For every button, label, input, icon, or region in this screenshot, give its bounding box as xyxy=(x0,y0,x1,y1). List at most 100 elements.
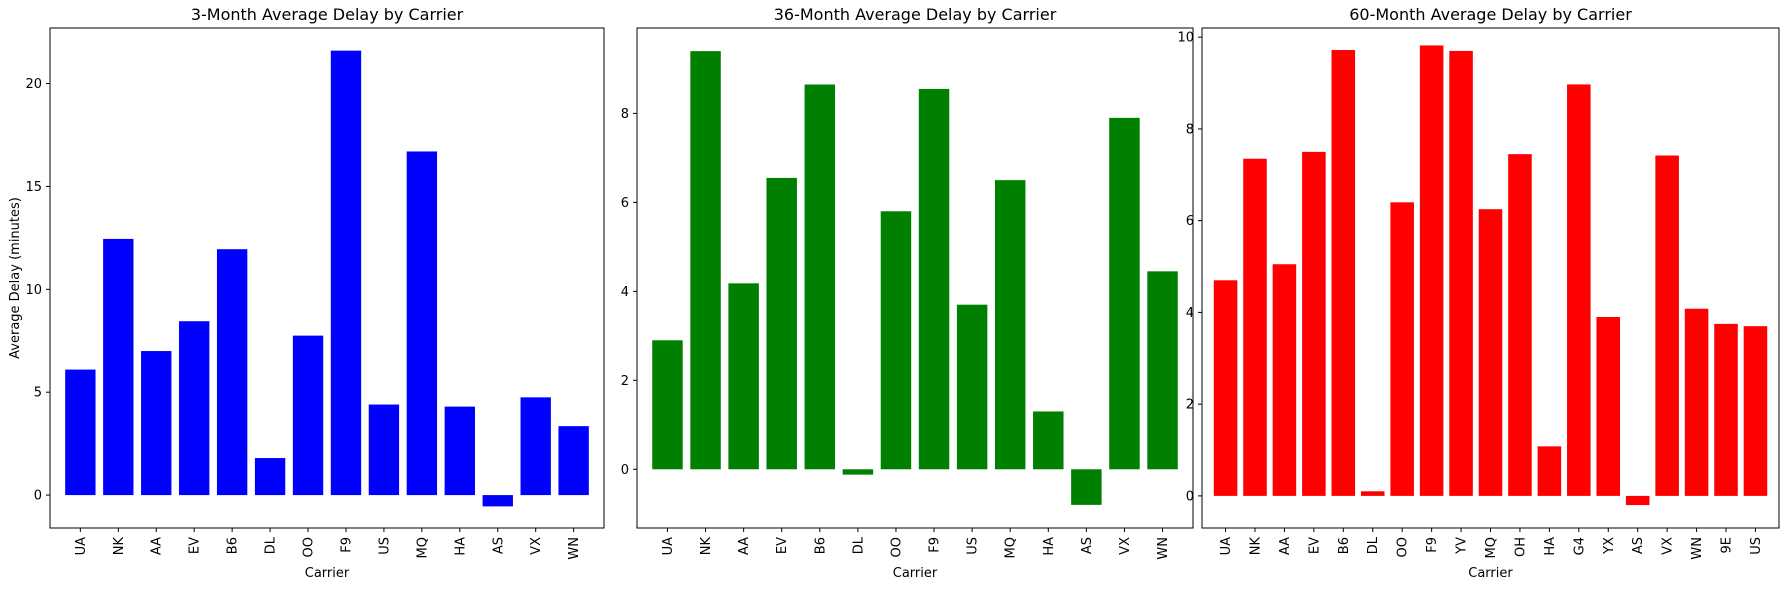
bar-G4 xyxy=(1567,84,1591,496)
x-tick-label: UA xyxy=(661,537,676,556)
x-tick-label: EV xyxy=(775,537,790,554)
bar-EV xyxy=(766,177,797,470)
bar-NK xyxy=(103,238,134,496)
bar-OH xyxy=(1508,154,1532,496)
x-tick-label: HA xyxy=(453,537,468,556)
x-axis-label: Carrier xyxy=(893,566,938,581)
x-tick-label: VX xyxy=(1118,537,1133,555)
x-tick-label: 9E xyxy=(1720,537,1735,554)
x-tick-label: VX xyxy=(1661,537,1676,555)
x-tick-label: NK xyxy=(112,537,127,556)
bar-NK xyxy=(1243,158,1267,496)
chart-title: 36-Month Average Delay by Carrier xyxy=(774,5,1057,24)
y-tick-label: 10 xyxy=(1177,31,1194,46)
bar-MQ xyxy=(406,151,438,496)
bar-WN xyxy=(1147,271,1178,470)
x-tick-label: AA xyxy=(1278,537,1293,555)
x-tick-label: DL xyxy=(264,536,279,554)
bar-VX xyxy=(1109,117,1140,470)
x-tick-label: YV xyxy=(1455,537,1470,555)
x-axis-label: Carrier xyxy=(305,566,350,581)
x-tick-label: DL xyxy=(851,536,866,554)
bar-AA xyxy=(728,283,759,470)
x-tick-label: AA xyxy=(737,537,752,555)
x-tick-label: UA xyxy=(74,537,89,556)
bar-AS xyxy=(482,495,513,507)
x-axis-label: Carrier xyxy=(1468,566,1513,581)
x-tick-label: WN xyxy=(1156,537,1171,560)
bar-US xyxy=(1743,326,1768,496)
x-tick-label: OH xyxy=(1513,537,1528,557)
x-tick-label: MQ xyxy=(415,537,430,558)
chart-panel-36-month: 36-Month Average Delay by Carrier Carrie… xyxy=(621,5,1194,581)
y-tick-label: 2 xyxy=(621,374,629,389)
x-tick-label: AS xyxy=(491,537,506,554)
bar-AA xyxy=(141,351,172,496)
x-tick-label: HA xyxy=(1042,537,1057,556)
chart-panel-60-month: 60-Month Average Delay by Carrier Carrie… xyxy=(1177,5,1780,581)
x-tick-label: YX xyxy=(1602,537,1617,555)
y-tick-label: 2 xyxy=(1186,398,1194,413)
x-tick-label: WN xyxy=(1690,537,1705,560)
x-tick-label: MQ xyxy=(1484,537,1499,558)
bar-YV xyxy=(1449,50,1473,496)
y-tick-label: 8 xyxy=(621,107,629,122)
bar-F9 xyxy=(918,88,950,470)
x-tick-label: US xyxy=(1749,537,1764,555)
x-tick-label: OO xyxy=(889,537,904,557)
bar-9E xyxy=(1714,323,1738,496)
bar-YX xyxy=(1596,316,1621,496)
bar-EV xyxy=(179,321,210,496)
bar-DL xyxy=(254,458,286,496)
chart-title: 60-Month Average Delay by Carrier xyxy=(1349,5,1632,24)
x-tick-label: US xyxy=(966,537,981,555)
bar-B6 xyxy=(804,84,836,470)
y-tick-label: 5 xyxy=(34,386,42,401)
bar-AA xyxy=(1272,264,1297,496)
x-tick-label: OO xyxy=(302,537,317,557)
x-tick-label: AS xyxy=(1631,537,1646,554)
y-tick-label: 10 xyxy=(25,283,42,298)
bar-B6 xyxy=(216,249,248,496)
bar-OO xyxy=(1390,202,1414,496)
y-tick-label: 6 xyxy=(621,196,629,211)
x-tick-label: DL xyxy=(1366,536,1381,554)
bar-WN xyxy=(1684,308,1709,496)
y-tick-label: 20 xyxy=(25,77,42,92)
bar-US xyxy=(956,304,988,470)
chart-title: 3-Month Average Delay by Carrier xyxy=(191,5,464,24)
x-tick-label: F9 xyxy=(339,537,354,553)
bar-HA xyxy=(1033,411,1064,470)
bar-WN xyxy=(558,426,589,496)
bar-OO xyxy=(292,335,324,496)
x-tick-label: EV xyxy=(1307,537,1322,554)
bar-AS xyxy=(1071,469,1102,505)
y-axis-label: Average Delay (minutes) xyxy=(8,197,23,359)
bar-US xyxy=(368,404,400,496)
x-tick-label: WN xyxy=(567,537,582,560)
bar-UA xyxy=(652,340,683,470)
bar-DL xyxy=(842,469,874,475)
bar-EV xyxy=(1302,151,1326,496)
bar-NK xyxy=(690,51,721,470)
bar-OO xyxy=(880,211,912,470)
x-tick-label: VX xyxy=(529,537,544,555)
x-tick-label: F9 xyxy=(928,537,943,553)
bar-HA xyxy=(444,406,475,496)
x-tick-label: B6 xyxy=(226,537,241,554)
chart-panel-3-month: 3-Month Average Delay by Carrier Carrier… xyxy=(8,5,605,581)
bar-HA xyxy=(1537,446,1562,496)
y-tick-label: 15 xyxy=(25,180,42,195)
y-tick-label: 8 xyxy=(1186,122,1194,137)
y-tick-label: 0 xyxy=(34,489,42,504)
x-tick-label: EV xyxy=(188,537,203,554)
x-tick-label: OO xyxy=(1396,537,1411,557)
bar-F9 xyxy=(1419,45,1444,496)
bar-F9 xyxy=(330,50,362,496)
x-tick-label: UA xyxy=(1219,537,1234,556)
bar-MQ xyxy=(994,180,1026,470)
bar-MQ xyxy=(1478,209,1503,496)
x-tick-label: HA xyxy=(1543,537,1558,556)
x-tick-label: NK xyxy=(1248,537,1263,556)
